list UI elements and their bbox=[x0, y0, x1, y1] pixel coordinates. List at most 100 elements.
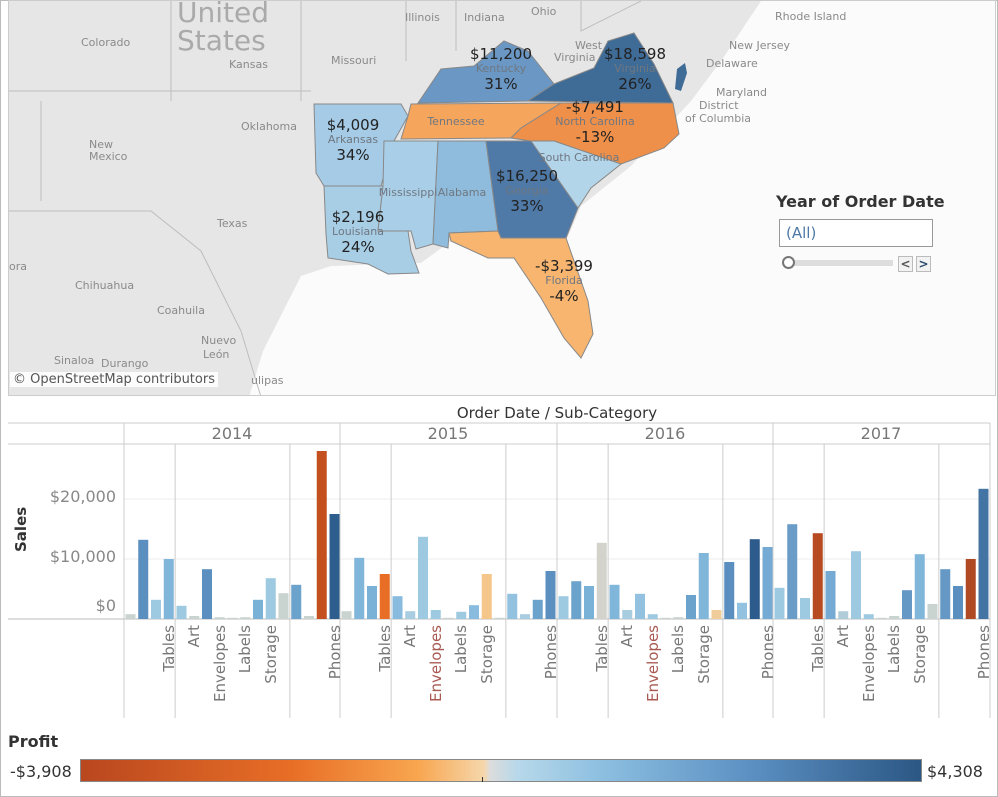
bar-2017-storage[interactable] bbox=[914, 554, 925, 619]
bar-2015-bookcases[interactable] bbox=[341, 611, 352, 619]
bar-2014-bookcases[interactable] bbox=[125, 614, 136, 619]
bar-2017-copiers[interactable] bbox=[953, 586, 963, 619]
bar-2014-copiers[interactable] bbox=[304, 616, 314, 619]
bar-2017-accessories[interactable] bbox=[940, 569, 951, 619]
bar-2016-chairs[interactable] bbox=[571, 581, 582, 619]
x-tick-label: Art bbox=[618, 625, 637, 648]
chevron-right-icon[interactable]: > bbox=[916, 256, 931, 272]
bar-2014-fasteners[interactable] bbox=[227, 617, 238, 619]
bar-2016-phones[interactable] bbox=[762, 547, 773, 619]
bar-2015-art[interactable] bbox=[405, 611, 416, 619]
state-ratio-label: -13% bbox=[576, 128, 615, 146]
bar-2015-copiers[interactable] bbox=[520, 614, 530, 619]
bar-2017-labels[interactable] bbox=[889, 616, 900, 619]
state-name-label: North Carolina bbox=[555, 115, 635, 128]
bar-2017-tables[interactable] bbox=[812, 533, 823, 619]
map-place-label: West bbox=[575, 39, 603, 52]
bar-2017-phones[interactable] bbox=[978, 488, 989, 619]
bar-2014-phones[interactable] bbox=[329, 514, 340, 619]
bar-2015-supplies[interactable] bbox=[494, 617, 505, 619]
bar-2015-labels[interactable] bbox=[456, 611, 467, 619]
bar-2015-appliances[interactable] bbox=[392, 596, 403, 619]
bar-2015-paper[interactable] bbox=[469, 605, 479, 619]
bar-2017-chairs[interactable] bbox=[787, 524, 798, 619]
bar-2014-tables[interactable] bbox=[163, 559, 174, 619]
bar-2014-labels[interactable] bbox=[240, 617, 251, 619]
bar-2017-binders[interactable] bbox=[851, 551, 861, 619]
bar-2016-envelopes[interactable] bbox=[647, 614, 658, 619]
state-virginia-eastern-shore[interactable] bbox=[675, 63, 687, 91]
bar-2016-storage[interactable] bbox=[698, 553, 709, 619]
bar-2016-paper[interactable] bbox=[686, 595, 696, 619]
bar-2016-supplies[interactable] bbox=[711, 610, 722, 619]
state-profit-label: $2,196 bbox=[332, 208, 385, 226]
y-tick-label: $0 bbox=[95, 596, 116, 615]
y-tick-label: $20,000 bbox=[49, 487, 116, 506]
bar-2016-art[interactable] bbox=[622, 610, 633, 619]
bar-2015-fasteners[interactable] bbox=[443, 617, 454, 619]
x-tick-label: Envelopes bbox=[643, 625, 662, 702]
bar-2016-tables[interactable] bbox=[596, 542, 607, 619]
legend-zero-tick bbox=[482, 777, 483, 782]
bar-2015-accessories[interactable] bbox=[507, 593, 518, 619]
map-place-label: Chihuahua bbox=[75, 279, 135, 292]
bar-2014-paper[interactable] bbox=[253, 599, 263, 619]
bar-2016-furnishings[interactable] bbox=[584, 586, 594, 619]
bar-2015-machines[interactable] bbox=[532, 599, 543, 619]
map-place-label: District bbox=[699, 99, 739, 112]
map-place-label: Indiana bbox=[464, 11, 505, 24]
bar-2014-storage[interactable] bbox=[265, 578, 276, 619]
bar-2015-phones[interactable] bbox=[545, 571, 556, 619]
x-tick-label: Phones bbox=[758, 625, 777, 680]
bar-2016-binders[interactable] bbox=[635, 593, 645, 619]
state-florida[interactable] bbox=[448, 230, 594, 359]
bar-2016-machines[interactable] bbox=[749, 539, 760, 619]
bar-2014-art[interactable] bbox=[189, 616, 200, 619]
bar-2015-binders[interactable] bbox=[418, 536, 428, 619]
year-slider-track[interactable] bbox=[785, 260, 893, 266]
bar-2016-labels[interactable] bbox=[673, 617, 684, 619]
bar-2015-storage[interactable] bbox=[481, 574, 492, 619]
bar-2016-appliances[interactable] bbox=[609, 584, 620, 619]
bar-2014-supplies[interactable] bbox=[278, 593, 289, 619]
bar-2014-furnishings[interactable] bbox=[151, 599, 161, 619]
bar-2017-envelopes[interactable] bbox=[863, 614, 874, 619]
bar-2017-paper[interactable] bbox=[902, 590, 912, 619]
state-profit-label: $18,598 bbox=[604, 45, 666, 63]
bar-2015-tables[interactable] bbox=[379, 574, 390, 619]
bar-2016-bookcases[interactable] bbox=[558, 596, 569, 619]
bar-2016-fasteners[interactable] bbox=[660, 617, 671, 619]
map-canvas[interactable]: $11,200Kentucky31%$18,598Virginia26%Tenn… bbox=[9, 1, 996, 396]
x-tick-label: Labels bbox=[452, 625, 471, 674]
map-view[interactable]: $11,200 Kentucky 31% $18,598 Virginia 26% Tenn… bbox=[8, 0, 996, 396]
bar-2017-supplies[interactable] bbox=[927, 604, 938, 619]
bar-2016-copiers[interactable] bbox=[737, 602, 747, 619]
bar-2016-accessories[interactable] bbox=[724, 562, 735, 619]
state-virginia[interactable] bbox=[526, 32, 674, 104]
bar-2014-machines[interactable] bbox=[316, 451, 327, 619]
bar-2015-chairs[interactable] bbox=[354, 557, 365, 619]
bar-2014-envelopes[interactable] bbox=[214, 617, 225, 619]
bar-2017-furnishings[interactable] bbox=[800, 598, 810, 619]
legend-title: Profit bbox=[8, 732, 59, 751]
bar-2017-machines[interactable] bbox=[965, 559, 976, 619]
bar-2014-accessories[interactable] bbox=[291, 584, 302, 619]
bar-2014-chairs[interactable] bbox=[138, 539, 149, 619]
year-filter-dropdown[interactable]: (All) bbox=[779, 219, 933, 247]
bar-2017-bookcases[interactable] bbox=[774, 587, 785, 619]
bar-2017-fasteners[interactable] bbox=[876, 617, 887, 619]
x-tick-label: Tables bbox=[592, 625, 611, 672]
bar-2014-binders[interactable] bbox=[202, 569, 212, 619]
chevron-left-icon[interactable]: < bbox=[898, 256, 913, 272]
bar-2015-furnishings[interactable] bbox=[367, 586, 377, 619]
map-place-label: Missouri bbox=[331, 54, 377, 67]
bar-2014-appliances[interactable] bbox=[176, 605, 187, 619]
bar-2015-envelopes[interactable] bbox=[430, 610, 441, 619]
state-south-carolina[interactable] bbox=[530, 140, 623, 209]
bar-2017-art[interactable] bbox=[838, 611, 849, 619]
x-tick-label: Envelopes bbox=[859, 625, 878, 702]
map-place-label: León bbox=[203, 348, 230, 361]
map-attribution[interactable]: © OpenStreetMap contributors bbox=[10, 372, 218, 387]
bar-2017-appliances[interactable] bbox=[825, 571, 836, 619]
year-slider-thumb[interactable] bbox=[782, 256, 795, 269]
